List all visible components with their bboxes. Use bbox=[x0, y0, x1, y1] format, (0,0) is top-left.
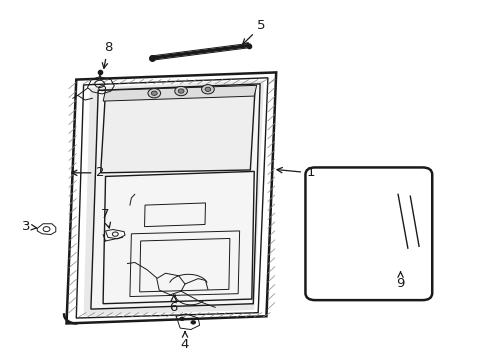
Text: 4: 4 bbox=[181, 332, 189, 351]
Circle shape bbox=[174, 86, 187, 96]
Circle shape bbox=[190, 320, 195, 324]
Text: 8: 8 bbox=[102, 41, 112, 68]
Text: 3: 3 bbox=[22, 220, 37, 233]
Text: 7: 7 bbox=[101, 208, 110, 228]
Text: 1: 1 bbox=[276, 166, 314, 179]
Circle shape bbox=[179, 317, 184, 320]
Polygon shape bbox=[91, 84, 260, 309]
Text: 9: 9 bbox=[396, 272, 404, 291]
Circle shape bbox=[201, 85, 214, 94]
Circle shape bbox=[178, 89, 183, 93]
Polygon shape bbox=[101, 86, 255, 173]
Circle shape bbox=[204, 87, 210, 91]
Text: 6: 6 bbox=[169, 295, 178, 314]
Text: 5: 5 bbox=[242, 19, 265, 44]
Polygon shape bbox=[103, 85, 256, 101]
Polygon shape bbox=[83, 80, 264, 316]
Circle shape bbox=[148, 89, 160, 98]
Circle shape bbox=[151, 91, 157, 95]
Text: 2: 2 bbox=[72, 166, 105, 179]
